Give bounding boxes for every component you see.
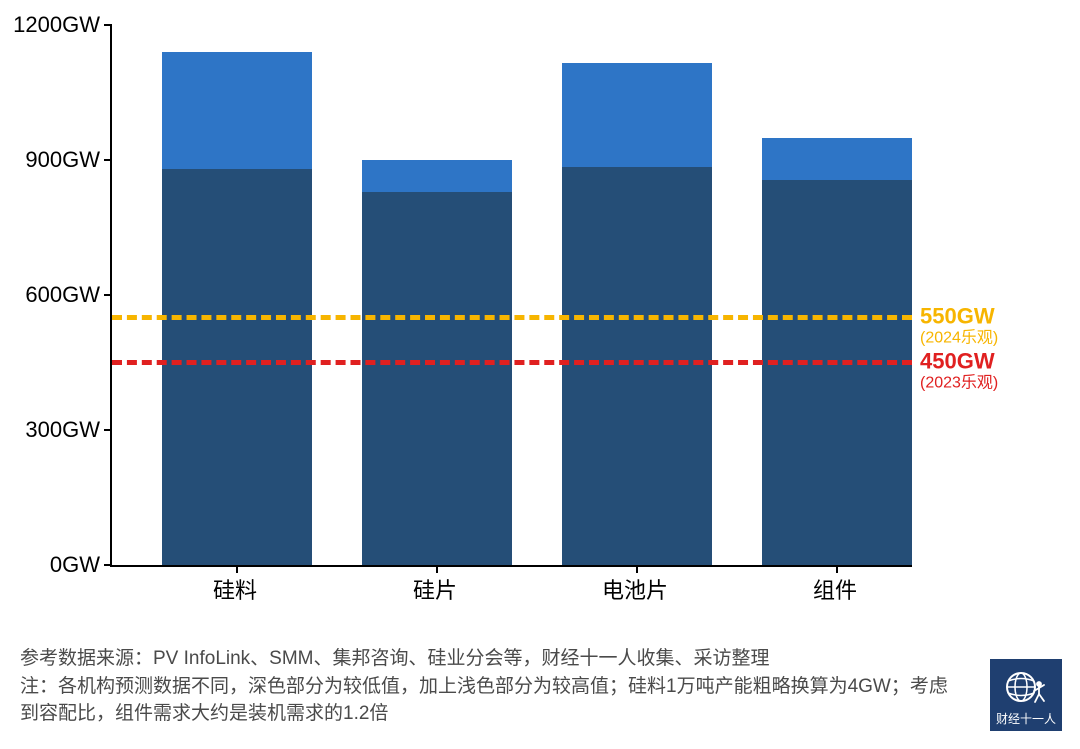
bar-segment-low xyxy=(762,180,912,565)
y-tick-mark xyxy=(104,24,112,26)
chart-container: 0GW300GW600GW900GW1200GW 550GW(2024乐观)45… xyxy=(10,25,1070,635)
y-tick-label: 900GW xyxy=(25,147,100,173)
globe-icon xyxy=(1004,670,1048,708)
y-tick-label: 300GW xyxy=(25,417,100,443)
reference-line xyxy=(112,360,912,365)
plot-area xyxy=(110,25,912,567)
logo-text: 财经十一人 xyxy=(996,710,1056,727)
y-tick-mark xyxy=(104,429,112,431)
y-tick-label: 1200GW xyxy=(13,12,100,38)
x-tick-mark xyxy=(636,565,638,573)
y-tick-label: 0GW xyxy=(50,552,100,578)
footnote-note: 注：各机构预测数据不同，深色部分为较低值，加上浅色部分为较高值；硅料1万吨产能粗… xyxy=(20,673,960,728)
y-tick-label: 600GW xyxy=(25,282,100,308)
publisher-logo: 财经十一人 xyxy=(990,659,1062,731)
reference-line-label: 550GW(2024乐观) xyxy=(920,304,1070,347)
x-tick-mark xyxy=(236,565,238,573)
x-tick-label: 组件 xyxy=(760,573,910,605)
x-axis-labels: 硅料 硅片 电池片 组件 xyxy=(110,573,910,613)
reference-line-value: 550GW xyxy=(920,304,1070,328)
x-tick-mark xyxy=(436,565,438,573)
y-axis-labels: 0GW300GW600GW900GW1200GW xyxy=(10,25,108,565)
reference-line xyxy=(112,315,912,320)
reference-line-value: 450GW xyxy=(920,349,1070,373)
chart-footnote: 参考数据来源：PV InfoLink、SMM、集邦咨询、硅业分会等，财经十一人收… xyxy=(20,645,960,728)
bar-segment-low xyxy=(562,167,712,565)
y-tick-mark xyxy=(104,159,112,161)
bar-segment-low xyxy=(362,192,512,566)
x-tick-mark xyxy=(836,565,838,573)
y-tick-mark xyxy=(104,564,112,566)
footnote-source: 参考数据来源：PV InfoLink、SMM、集邦咨询、硅业分会等，财经十一人收… xyxy=(20,645,960,673)
bar-segment-low xyxy=(162,169,312,565)
reference-line-label: 450GW(2023乐观) xyxy=(920,349,1070,392)
reference-line-sub: (2024乐观) xyxy=(920,328,1070,347)
x-tick-label: 电池片 xyxy=(560,573,710,605)
x-tick-label: 硅料 xyxy=(160,573,310,605)
reference-line-sub: (2023乐观) xyxy=(920,373,1070,392)
y-tick-mark xyxy=(104,294,112,296)
x-tick-label: 硅片 xyxy=(360,573,510,605)
